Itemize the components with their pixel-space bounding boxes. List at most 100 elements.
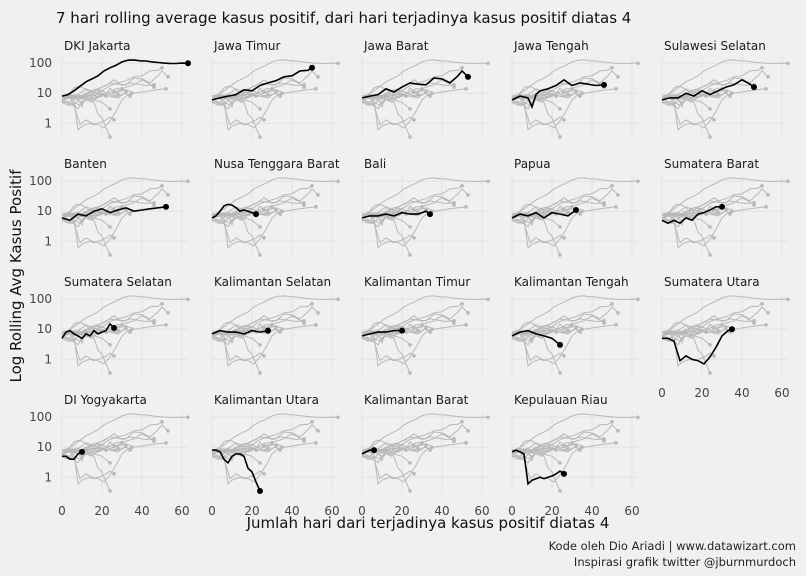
highlight-point-kepulauan-riau	[561, 470, 567, 477]
highlight-point-dki-jakarta	[185, 60, 191, 67]
background-point-sumatera-utara	[280, 327, 284, 332]
background-point-kalimantan-utara	[258, 135, 262, 139]
background-point-sumatera-barat	[120, 441, 124, 445]
background-point-sulawesi-selatan	[452, 203, 456, 207]
background-point-kalimantan-utara	[708, 371, 712, 375]
background-point-kepulauan-riau	[712, 354, 716, 358]
facet-label: Jawa Timur	[213, 39, 280, 53]
background-point-jawa-timur	[610, 301, 614, 306]
y-tick-label: 10	[37, 86, 52, 100]
background-point-papua	[724, 208, 728, 212]
background-point-sumatera-utara	[730, 91, 734, 96]
background-point-bali	[278, 212, 282, 216]
facet-label: Kalimantan Timur	[364, 275, 470, 289]
background-point-kalimantan-utara	[558, 489, 562, 493]
background-point-di-yogyakarta	[380, 96, 384, 100]
background-point-di-yogyakarta	[230, 332, 234, 336]
x-tick-label: 20	[694, 386, 709, 400]
background-point-kalimantan-timur	[250, 446, 254, 451]
background-line-jawa-barat	[361, 424, 469, 453]
background-line-di-yogyakarta	[212, 215, 233, 224]
background-line-jawa-barat	[511, 188, 619, 217]
background-point-papua	[424, 326, 428, 330]
background-point-kalimantan-utara	[408, 253, 412, 257]
background-point-kalimantan-tengah	[108, 225, 112, 229]
background-line-dki-jakarta	[661, 59, 789, 97]
background-point-bali	[728, 212, 732, 216]
facet-label: Kalimantan Tengah	[514, 275, 629, 289]
background-point-banten	[614, 323, 618, 327]
background-point-kalimantan-selatan	[416, 446, 420, 451]
background-line-sumatera-barat	[511, 206, 572, 224]
background-point-kalimantan-selatan	[266, 92, 270, 97]
background-point-kalimantan-utara	[258, 371, 262, 375]
background-point-jawa-timur	[760, 65, 764, 70]
background-line-jawa-barat	[511, 306, 619, 335]
background-point-kalimantan-timur	[700, 92, 704, 97]
background-point-sumatera-barat	[420, 323, 424, 327]
background-point-kalimantan-selatan	[266, 446, 270, 451]
facet-label: Kalimantan Selatan	[214, 275, 331, 289]
background-point-sulawesi-selatan	[302, 321, 306, 325]
y-tick-label: 100	[29, 174, 52, 188]
background-point-sulawesi-selatan	[452, 439, 456, 443]
highlight-line-nusa-tenggara-barat	[211, 203, 257, 219]
y-tick-label: 100	[29, 56, 52, 70]
x-tick-label: 40	[284, 504, 299, 518]
background-point-bali	[578, 94, 582, 98]
background-line-dki-jakarta	[361, 413, 489, 451]
background-point-kalimantan-timur	[550, 92, 554, 97]
background-line-kalimantan-selatan	[361, 330, 419, 335]
background-point-sulawesi-selatan	[602, 203, 606, 207]
background-point-sumatera-barat	[120, 87, 124, 91]
background-point-sumatera-utara	[130, 327, 134, 332]
background-line-kepulauan-riau	[211, 213, 265, 249]
background-point-di-yogyakarta	[530, 96, 534, 100]
background-point-sumatera-utara	[730, 209, 734, 214]
background-point-di-yogyakarta	[230, 450, 234, 454]
background-point-kepulauan-riau	[562, 118, 566, 122]
background-line-sumatera-barat	[511, 442, 572, 460]
background-line-jawa-barat	[211, 70, 319, 99]
background-point-dki-jakarta	[786, 297, 790, 302]
background-line-kepulauan-riau	[61, 449, 115, 485]
background-point-kalimantan-selatan	[116, 328, 120, 333]
background-line-dki-jakarta	[211, 295, 339, 333]
x-tick-label: 20	[244, 504, 259, 518]
background-line-di-yogyakarta	[362, 97, 383, 106]
background-point-kepulauan-riau	[412, 354, 416, 358]
background-point-kalimantan-utara	[558, 253, 562, 257]
y-tick-label: 10	[37, 440, 52, 454]
background-line-sumatera-barat	[61, 88, 122, 106]
background-point-bali	[428, 330, 432, 334]
background-line-kalimantan-selatan	[511, 94, 569, 99]
background-line-nusa-tenggara-barat	[511, 203, 557, 219]
background-point-kalimantan-barat	[222, 448, 226, 452]
background-point-banten	[764, 323, 768, 327]
background-point-dki-jakarta	[336, 61, 340, 66]
background-point-sumatera-selatan	[262, 90, 266, 94]
panel-kalimantan-utara: Kalimantan Utara 0 20 40 60	[208, 393, 340, 518]
background-point-kalimantan-utara	[258, 253, 262, 257]
background-point-sumatera-selatan	[412, 444, 416, 448]
background-point-sumatera-utara	[580, 327, 584, 332]
highlight-line-sumatera-barat	[661, 206, 722, 225]
background-point-sumatera-barat	[570, 205, 574, 209]
highlight-line-kalimantan-selatan	[211, 329, 269, 335]
highlight-point-kalimantan-tengah	[557, 341, 563, 348]
background-line-nusa-tenggara-barat	[361, 321, 407, 337]
x-tick-label: 0	[58, 504, 66, 518]
background-line-di-yogyakarta	[512, 333, 533, 342]
background-point-dki-jakarta	[186, 179, 190, 184]
background-point-kalimantan-tengah	[258, 107, 262, 111]
background-line-di-yogyakarta	[362, 451, 383, 460]
background-line-kepulauan-riau	[511, 95, 565, 131]
background-point-banten	[764, 87, 768, 91]
background-point-sumatera-barat	[570, 441, 574, 445]
background-line-dki-jakarta	[211, 59, 339, 97]
background-point-kalimantan-selatan	[566, 446, 570, 451]
background-point-jawa-timur	[610, 183, 614, 188]
background-point-sulawesi-selatan	[602, 439, 606, 443]
highlight-line-kalimantan-tengah	[511, 329, 561, 346]
background-line-nusa-tenggara-barat	[661, 203, 707, 219]
